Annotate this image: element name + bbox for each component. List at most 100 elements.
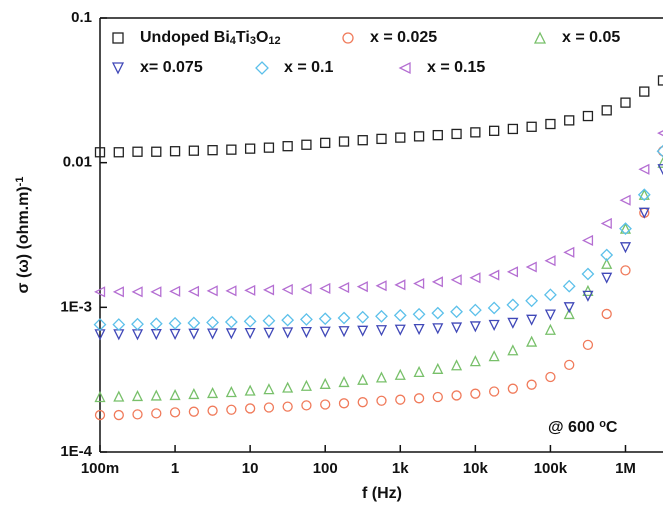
data-point [225,285,237,297]
data-point [94,409,106,421]
data-point [112,318,126,331]
data-point [620,97,631,108]
y-tick-label: 1E-3 [60,298,92,315]
data-point [169,146,181,157]
data-point [319,377,331,389]
series [94,146,663,421]
data-point [395,132,406,143]
data-point [244,403,256,414]
x-axis-label: f (Hz) [362,485,402,502]
data-point [94,391,106,403]
data-point [262,314,276,328]
data-point [638,207,650,219]
legend-label: x = 0.05 [562,29,620,46]
data-point [413,278,425,290]
data-point [282,381,294,393]
data-point [375,309,388,323]
data-point [320,137,331,149]
data-point [526,335,538,347]
data-point [357,135,368,146]
data-point [207,405,218,416]
data-point [113,329,125,341]
data-point [338,136,350,147]
y-axis-label: σ (ω) (ohm.m)-1 [14,177,33,294]
data-point [282,141,293,152]
data-point [488,125,500,136]
data-point [657,130,663,137]
data-point [619,194,631,206]
data-point [376,395,387,406]
legend-marker [112,32,124,44]
data-point [470,388,481,399]
data-point [657,146,663,157]
data-point [187,285,200,297]
data-point [639,86,650,97]
data-point [244,143,256,154]
data-point [394,324,406,336]
data-point [600,217,612,230]
data-point [94,286,106,298]
data-point [320,399,331,410]
data-point [619,222,632,236]
series [94,156,663,403]
data-point [188,406,200,417]
legend-label: x = 0.025 [370,29,437,46]
data-point [132,409,143,420]
data-point [357,397,368,408]
data-point [470,127,481,138]
data-point [468,303,482,317]
data-point [600,248,614,262]
data-point [169,407,181,418]
data-point [263,402,275,413]
data-point [226,144,237,155]
data-point [638,188,650,200]
data-point [357,325,369,337]
data-point [169,285,181,297]
data-point [150,329,162,341]
legend-label: x = 0.1 [284,59,333,76]
data-point [262,284,275,296]
series [94,75,663,158]
data-point [413,131,425,142]
data-point [469,272,481,284]
data-point [282,401,293,412]
data-point [413,323,425,336]
legend-marker [255,61,269,75]
data-point [581,267,595,281]
series [93,144,663,331]
legend-marker [398,61,411,75]
data-point [601,257,613,269]
y-tick-label: 0.01 [63,154,92,171]
data-point [281,283,293,295]
data-point [150,389,162,401]
x-tick-label: 100m [81,460,119,477]
data-point [338,282,350,294]
data-point [451,128,462,140]
data-point [451,359,463,371]
x-tick-label: 100 [313,460,338,477]
data-point [94,147,106,158]
data-point [244,284,256,296]
data-point [469,321,481,333]
data-point [263,383,275,395]
data-point [225,328,237,340]
data-point [506,266,519,278]
data-point [300,379,312,391]
data-point [638,163,650,175]
data-point [207,145,218,156]
data-point [488,269,500,281]
data-point [319,326,331,338]
legend-label: Undoped Bi4Ti3O12 [140,29,281,47]
data-point [243,314,257,328]
data-point [431,276,443,288]
data-point [338,398,350,409]
data-point [300,283,312,295]
data-point [581,234,594,246]
data-point [469,355,481,367]
data-point [207,328,219,340]
x-tick-label: 1k [392,460,409,477]
data-point [300,313,313,326]
data-point [393,308,407,322]
data-point [432,362,444,374]
